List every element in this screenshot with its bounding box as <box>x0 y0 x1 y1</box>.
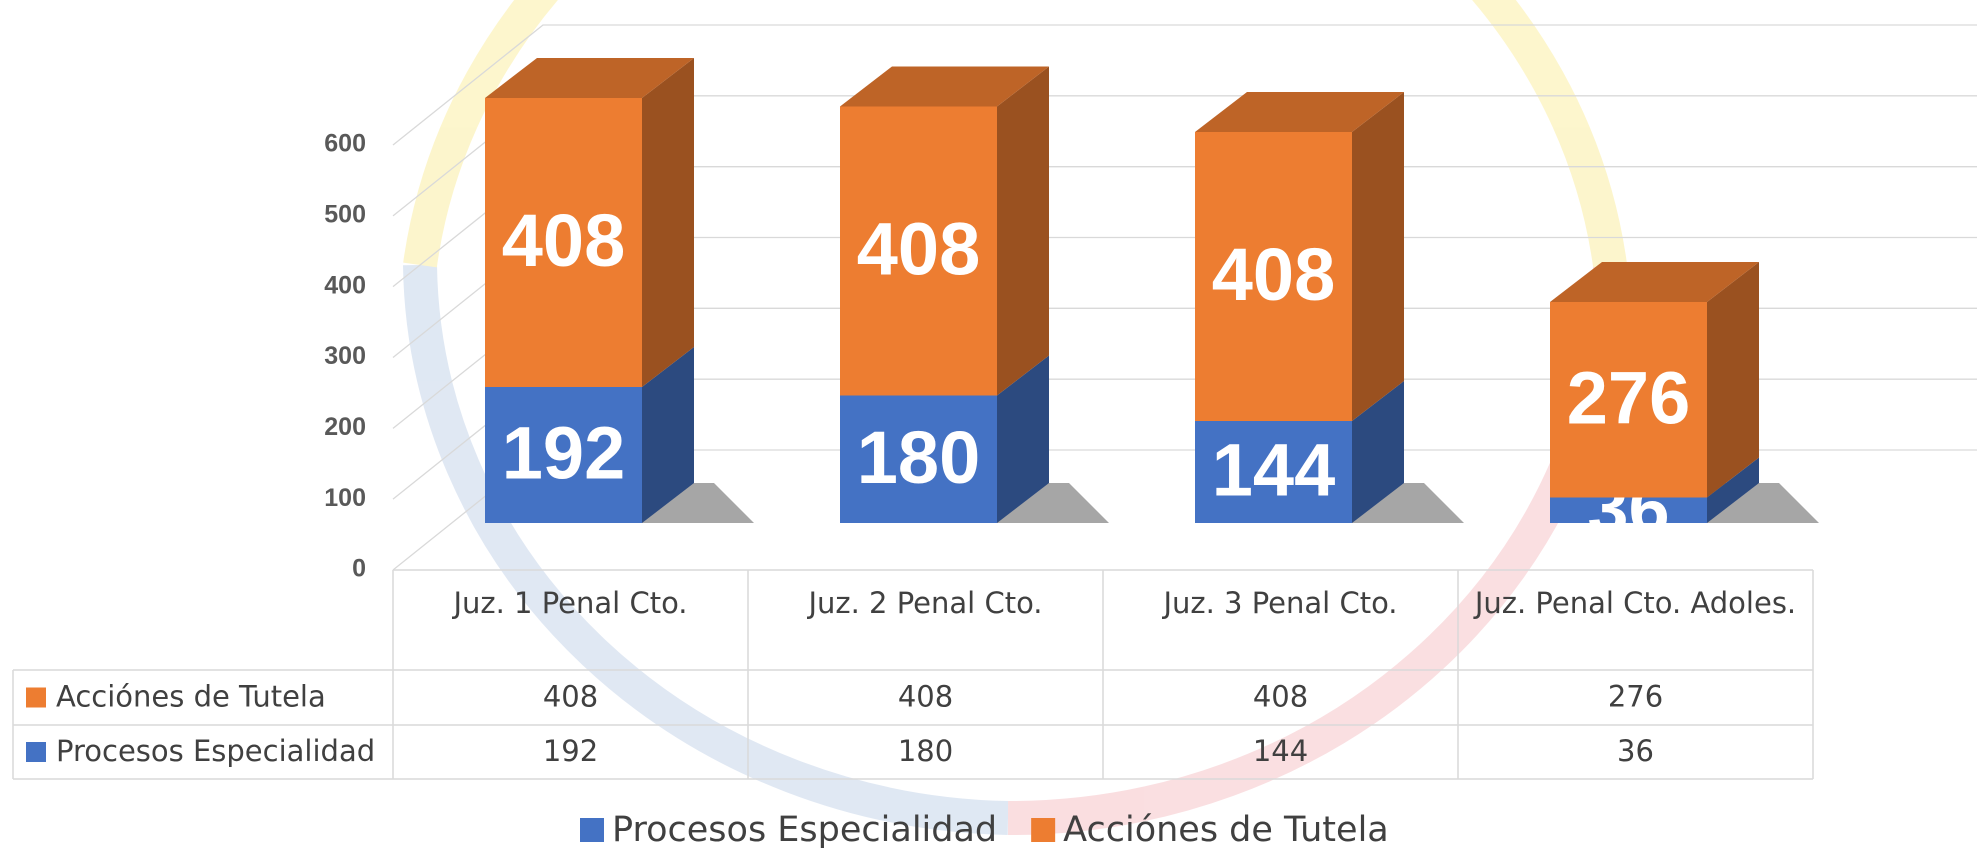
x-tick-label: Juz. 1 Penal Cto. <box>453 586 688 620</box>
y-tick-label: 500 <box>324 200 366 228</box>
legend-label: Acciónes de Tutela <box>1063 810 1389 848</box>
x-tick-label: Juz. Penal Cto. Adoles. <box>1474 586 1797 620</box>
bar-front <box>1195 421 1352 523</box>
legend-label: Procesos Especialidad <box>612 810 997 848</box>
bar-front <box>840 106 997 396</box>
value-label: 180 <box>857 416 980 499</box>
x-tick-label: Juz. 3 Penal Cto. <box>1163 586 1398 620</box>
category-cell: Juz. 3 Penal Cto. <box>1163 586 1398 620</box>
bar-front <box>485 98 642 387</box>
table-value: 144 <box>1253 734 1308 768</box>
bar-side <box>1352 92 1404 421</box>
y-tick-label: 0 <box>352 555 366 583</box>
bar-front <box>1550 302 1707 498</box>
y-tick-label: 100 <box>324 484 366 512</box>
y-tick-label: 600 <box>324 130 366 158</box>
value-label: 144 <box>1212 429 1335 512</box>
bar-top <box>1550 262 1759 302</box>
bar-side <box>642 58 694 387</box>
value-label: 408 <box>1212 233 1335 316</box>
bar-side <box>1707 457 1759 523</box>
bar-side <box>997 355 1049 523</box>
table-value: 408 <box>543 680 598 714</box>
bar-side <box>642 347 694 523</box>
table-value: 36 <box>1617 734 1654 768</box>
table-value: 408 <box>898 680 953 714</box>
table-row-label: Acciónes de Tutela <box>56 680 326 714</box>
bar-front <box>840 395 997 523</box>
x-tick-label: Juz. 2 Penal Cto. <box>808 586 1043 620</box>
bar-top <box>1195 92 1404 132</box>
category-cell: Juz. 1 Penal Cto. <box>453 586 688 620</box>
table-value: 192 <box>543 734 598 768</box>
y-tick-label: 300 <box>324 342 366 370</box>
grid-line <box>392 24 1977 146</box>
value-label: 408 <box>857 208 980 291</box>
table-legend-key <box>26 742 46 762</box>
category-cell: Juz. Penal Cto. Adoles. <box>1474 586 1797 620</box>
bar-top <box>840 66 1049 107</box>
table-value: 180 <box>898 734 953 768</box>
value-label: 192 <box>502 412 625 495</box>
bar-side <box>997 66 1049 396</box>
bar-front <box>1195 132 1352 421</box>
bar-top <box>485 58 694 98</box>
value-label: 408 <box>502 199 625 282</box>
category-cell: Juz. 2 Penal Cto. <box>808 586 1043 620</box>
bar-front <box>485 387 642 523</box>
legend-key <box>1031 818 1056 842</box>
table-value: 408 <box>1253 680 1308 714</box>
table-value: 276 <box>1608 680 1663 714</box>
bar-front <box>1550 497 1707 523</box>
value-label: 276 <box>1567 356 1690 439</box>
bar-side <box>1707 262 1759 498</box>
legend-key <box>580 818 604 842</box>
bar-side <box>1352 381 1404 523</box>
table-row-label: Procesos Especialidad <box>56 734 375 768</box>
y-tick-label: 200 <box>324 413 366 441</box>
table-legend-key <box>26 687 46 708</box>
y-tick-label: 400 <box>324 271 366 299</box>
